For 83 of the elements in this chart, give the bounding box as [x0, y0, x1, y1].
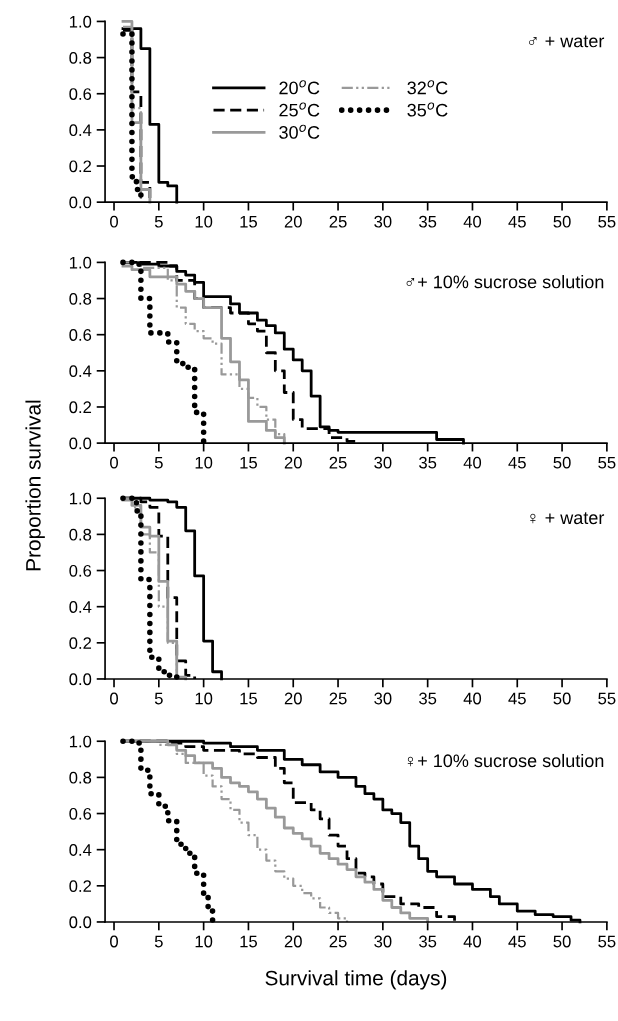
x-axis-title: Survival time (days)	[265, 970, 447, 990]
x-tick-label: 45	[508, 456, 526, 469]
x-tick-label: 45	[508, 935, 526, 948]
x-tick-label: 55	[598, 215, 616, 228]
x-tick-label: 30	[374, 935, 392, 948]
y-tick-label: 1.0	[69, 735, 92, 748]
legend-label: 20$^{o}$C	[279, 80, 320, 95]
y-tick-label: 0.8	[69, 771, 92, 784]
y-tick-label: 1.0	[69, 256, 92, 269]
y-axis-title: Proportion survival	[25, 400, 45, 571]
annotation: ♀+ 10% sucrose solution	[407, 753, 604, 768]
y-tick-label: 0.8	[69, 51, 92, 64]
x-tick-label: 50	[553, 215, 571, 228]
x-tick-label: 50	[553, 692, 571, 705]
x-tick-label: 45	[508, 215, 526, 228]
y-tick-label: 0.4	[69, 124, 92, 137]
y-tick-label: 0.0	[69, 673, 92, 686]
x-tick-label: 35	[419, 456, 437, 469]
y-tick-label: 0.0	[69, 916, 92, 929]
x-tick-label: 20	[284, 456, 302, 469]
x-tick-label: 20	[284, 692, 302, 705]
x-tick-label: 0	[110, 692, 118, 705]
y-tick-label: 0.2	[69, 401, 92, 414]
x-tick-label: 10	[195, 692, 213, 705]
x-tick-label: 35	[419, 692, 437, 705]
x-tick-label: 30	[374, 692, 392, 705]
annotation: ♀ + water	[530, 512, 605, 525]
y-tick-label: 0.2	[69, 160, 92, 173]
y-tick-label: 0.6	[69, 807, 92, 820]
x-tick-label: 15	[240, 456, 258, 469]
x-tick-label: 30	[374, 456, 392, 469]
x-tick-label: 20	[284, 215, 302, 228]
legend-label: 35$^{o}$C	[407, 102, 448, 117]
y-tick-label: 0.4	[69, 844, 92, 856]
y-tick-label: 0.6	[69, 564, 92, 577]
x-tick-label: 40	[463, 692, 482, 705]
x-tick-label: 5	[154, 215, 163, 228]
legend-label: 32$^{o}$C	[407, 80, 448, 95]
y-tick-label: 0.6	[69, 88, 92, 100]
x-tick-label: 5	[154, 935, 163, 948]
x-tick-label: 30	[374, 215, 392, 228]
y-tick-label: 0.2	[69, 637, 92, 650]
x-tick-label: 25	[329, 215, 347, 228]
legend-label: 25$^{o}$C	[279, 102, 320, 117]
x-tick-label: 50	[553, 456, 571, 469]
x-tick-label: 25	[329, 456, 347, 469]
x-tick-label: 45	[508, 692, 526, 705]
x-tick-label: 40	[463, 215, 482, 228]
x-tick-label: 50	[553, 935, 571, 948]
x-tick-label: 25	[329, 935, 347, 948]
x-tick-label: 0	[110, 935, 118, 948]
x-tick-label: 10	[195, 935, 213, 948]
x-tick-label: 55	[598, 935, 616, 948]
x-tick-label: 20	[284, 935, 302, 948]
y-tick-label: 0.6	[69, 329, 92, 341]
x-tick-label: 40	[463, 935, 482, 948]
y-tick-label: 0.0	[69, 196, 92, 209]
x-tick-label: 0	[110, 456, 118, 469]
x-tick-label: 15	[240, 215, 258, 228]
x-tick-label: 25	[329, 692, 347, 705]
x-tick-label: 10	[195, 215, 213, 228]
x-tick-label: 15	[240, 692, 258, 705]
x-tick-label: 10	[195, 456, 213, 469]
x-tick-label: 0	[110, 215, 118, 228]
y-tick-label: 1.0	[69, 15, 92, 28]
annotation: ♂ + water	[529, 35, 605, 48]
x-tick-label: 15	[240, 935, 258, 948]
y-tick-label: 0.8	[69, 292, 92, 305]
x-tick-label: 5	[154, 692, 163, 705]
y-tick-label: 0.0	[69, 437, 92, 450]
y-tick-label: 0.8	[69, 528, 92, 541]
legend-label: 30$^{o}$C	[279, 124, 320, 139]
y-tick-label: 1.0	[69, 492, 92, 505]
annotation: ♂+ 10% sucrose solution	[406, 275, 604, 289]
x-tick-label: 55	[598, 456, 616, 469]
x-tick-label: 55	[598, 692, 616, 705]
x-tick-label: 5	[154, 456, 163, 469]
y-tick-label: 0.4	[69, 365, 92, 378]
x-tick-label: 35	[419, 215, 437, 228]
x-tick-label: 35	[419, 935, 437, 948]
y-tick-label: 0.4	[69, 601, 92, 613]
y-tick-label: 0.2	[69, 880, 92, 893]
x-tick-label: 40	[463, 456, 482, 469]
